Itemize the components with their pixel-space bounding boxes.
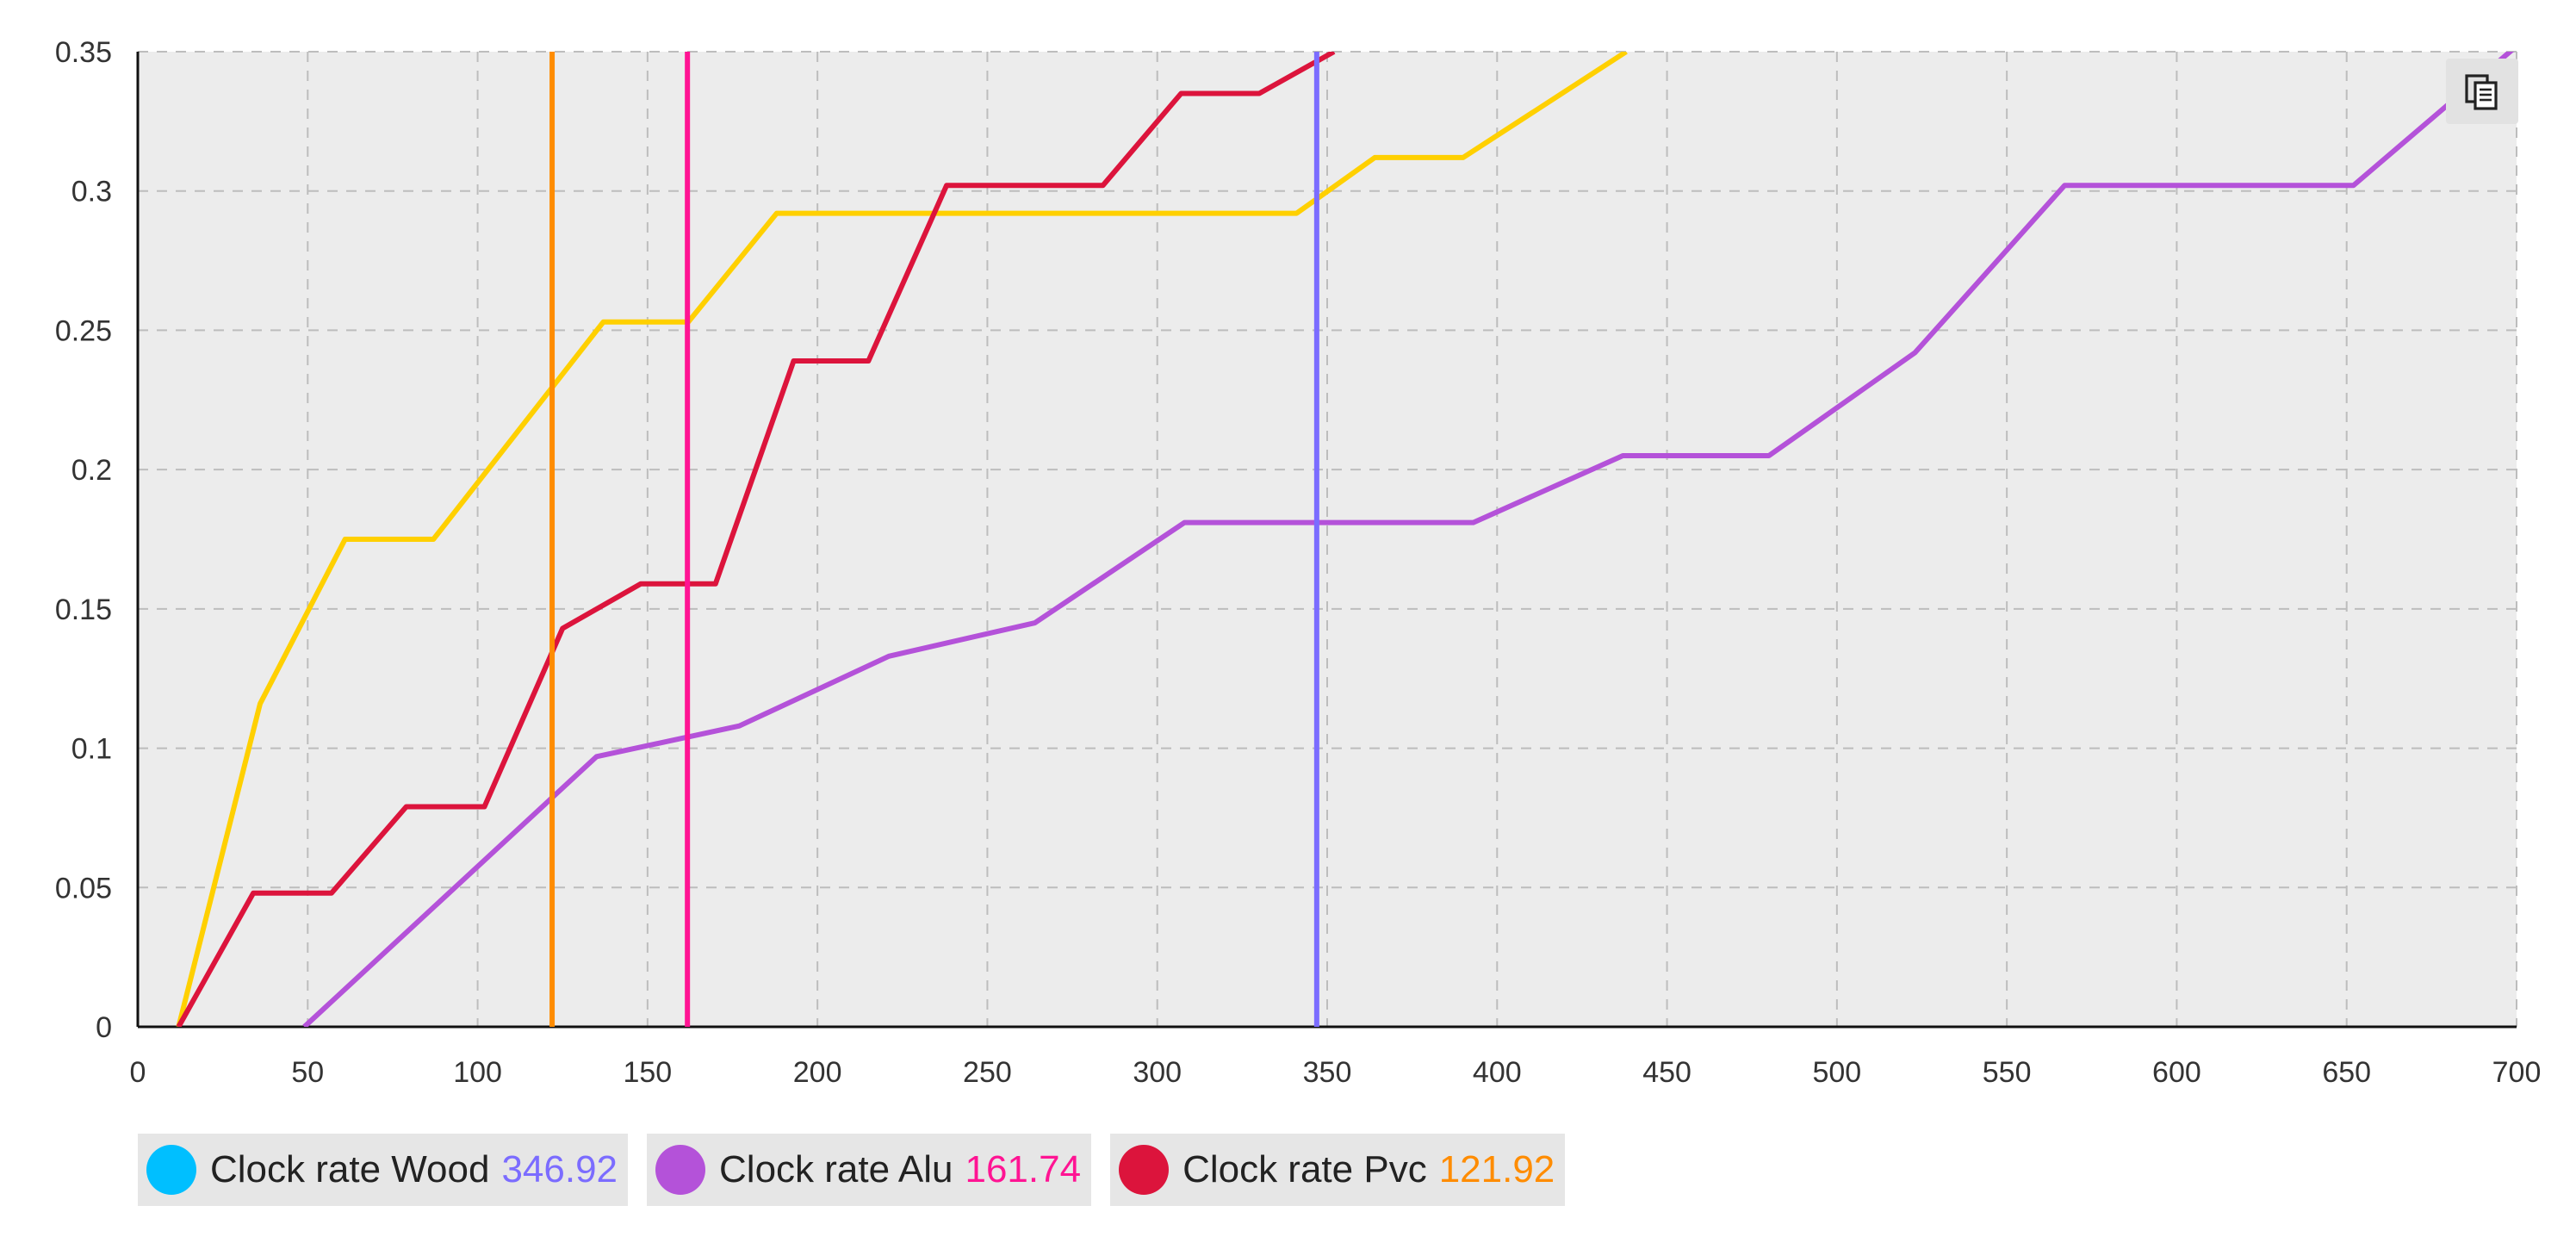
x-tick-label: 700: [2492, 1056, 2542, 1089]
legend-series-name: Clock rate Pvc: [1182, 1148, 1427, 1190]
x-tick-label: 650: [2322, 1056, 2371, 1089]
legend-value: 161.74: [965, 1148, 1082, 1190]
y-tick-label: 0.15: [55, 594, 112, 626]
x-tick-label: 600: [2152, 1056, 2201, 1089]
x-tick-label: 500: [1812, 1056, 1861, 1089]
x-tick-label: 550: [1983, 1056, 2032, 1089]
y-tick-label: 0: [96, 1011, 112, 1044]
legend-item[interactable]: Clock rate Alu 161.74: [647, 1134, 1092, 1206]
x-tick-label: 350: [1303, 1056, 1352, 1089]
y-tick-label: 0.25: [55, 314, 112, 347]
x-tick-label: 250: [963, 1056, 1012, 1089]
series-line-2: [176, 52, 1336, 1027]
y-tick-label: 0.2: [71, 454, 112, 487]
x-tick-label: 50: [291, 1056, 324, 1089]
x-tick-label: 100: [453, 1056, 502, 1089]
x-tick-label: 300: [1133, 1056, 1182, 1089]
copy-icon: [2465, 74, 2498, 110]
legend-series-name: Clock rate Alu: [719, 1148, 953, 1190]
x-tick-label: 400: [1473, 1056, 1522, 1089]
tick-labels: 0 50 100 150 200 250 300 350 400 450 500 550 600 650 7…: [55, 36, 2542, 1089]
legend-item[interactable]: Clock rate Pvc 121.92: [1110, 1134, 1566, 1206]
x-tick-label: 200: [793, 1056, 842, 1089]
plot-area: [138, 52, 2517, 1027]
legend-item[interactable]: Clock rate Wood 346.92: [138, 1134, 629, 1206]
legend-series-name: Clock rate Wood: [210, 1148, 490, 1190]
legend-dot: [655, 1145, 706, 1195]
legend-dot: [1119, 1145, 1170, 1195]
axes: [136, 52, 2517, 1029]
y-tick-label: 0.3: [71, 176, 112, 208]
y-tick-label: 0.1: [71, 733, 112, 766]
copy-button[interactable]: [2446, 59, 2518, 124]
x-tick-label: 450: [1642, 1056, 1691, 1089]
legend: Clock rate Wood 346.92 Clock rate Alu 161.7…: [138, 1134, 1566, 1206]
series-line-1: [302, 52, 2515, 1027]
y-tick-label: 0.05: [55, 872, 112, 904]
y-tick-label: 0.35: [55, 36, 112, 69]
legend-value: 121.92: [1438, 1148, 1555, 1190]
legend-dot: [146, 1145, 196, 1195]
x-tick-label: 0: [130, 1056, 146, 1089]
x-tick-label: 150: [623, 1056, 672, 1089]
vertical-markers: [549, 52, 1319, 1027]
legend-value: 346.92: [501, 1148, 618, 1190]
